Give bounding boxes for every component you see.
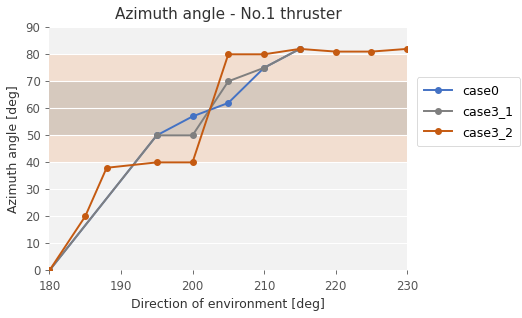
Line: case3_2: case3_2 [46, 46, 410, 273]
case3_1 [296, 47, 303, 51]
Line: case3_1: case3_1 [46, 46, 303, 273]
case3_2 [82, 215, 88, 218]
case0 [261, 66, 267, 70]
case3_2 [153, 161, 160, 164]
case3_2 [46, 269, 53, 273]
Title: Azimuth angle - No.1 thruster: Azimuth angle - No.1 thruster [115, 7, 342, 22]
X-axis label: Direction of environment [deg]: Direction of environment [deg] [132, 298, 325, 311]
case3_2 [261, 52, 267, 56]
case3_1 [261, 66, 267, 70]
case3_2 [368, 50, 374, 53]
case3_1 [46, 269, 53, 273]
Y-axis label: Azimuth angle [deg]: Azimuth angle [deg] [7, 85, 20, 213]
Bar [50, 81, 407, 135]
Bar [50, 54, 407, 162]
case0 [296, 47, 303, 51]
case3_2 [404, 47, 410, 51]
case0 [225, 101, 231, 105]
case0 [46, 269, 53, 273]
case3_2 [225, 52, 231, 56]
case3_2 [296, 47, 303, 51]
case3_1 [153, 134, 160, 137]
case3_2 [189, 161, 196, 164]
case3_1 [225, 80, 231, 83]
Legend: case0, case3_1, case3_2: case0, case3_1, case3_2 [417, 77, 520, 146]
case0 [189, 114, 196, 118]
Line: case0: case0 [46, 46, 303, 273]
case0 [153, 134, 160, 137]
case3_2 [103, 166, 110, 170]
case3_2 [333, 50, 339, 53]
case3_1 [189, 134, 196, 137]
